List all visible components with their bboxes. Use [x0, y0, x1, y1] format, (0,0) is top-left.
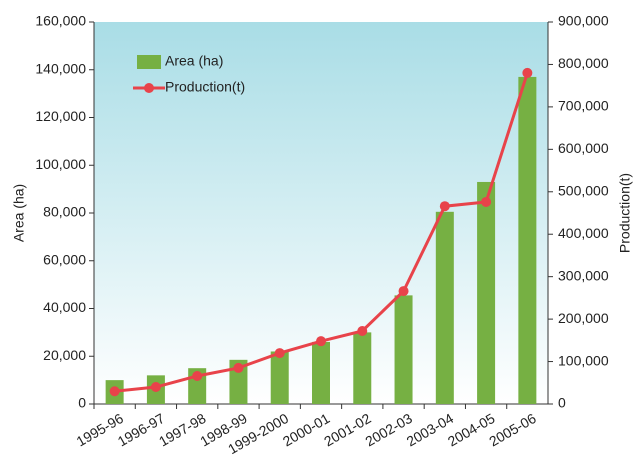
legend-label: Production(t) [165, 79, 245, 95]
y-tick-label: 160,000 [35, 13, 86, 29]
point [357, 325, 368, 336]
y-tick-label: 60,000 [43, 251, 86, 267]
y-tick-label: 80,000 [43, 204, 86, 220]
y2-axis-label: Production(t) [617, 173, 633, 253]
y2-tick-label: 700,000 [558, 98, 609, 114]
y2-tick-label: 800,000 [558, 55, 609, 71]
point [522, 67, 533, 78]
y-tick-label: 0 [78, 395, 86, 411]
point [398, 286, 409, 297]
bar [435, 211, 454, 404]
bar [353, 332, 372, 404]
y2-tick-label: 200,000 [558, 310, 609, 326]
y2-tick-label: 300,000 [558, 267, 609, 283]
legend-swatch [144, 83, 154, 93]
y-tick-label: 100,000 [35, 156, 86, 172]
y2-tick-label: 600,000 [558, 140, 609, 156]
y2-tick-label: 900,000 [558, 13, 609, 29]
y-axis-label: Area (ha) [11, 184, 27, 242]
y2-tick-label: 0 [558, 395, 566, 411]
y2-tick-label: 100,000 [558, 352, 609, 368]
legend-swatch [137, 55, 161, 69]
point [233, 362, 244, 373]
y2-tick-label: 500,000 [558, 182, 609, 198]
bar [394, 295, 413, 404]
legend-label: Area (ha) [165, 53, 223, 69]
point [274, 348, 285, 359]
point [316, 336, 326, 347]
point [192, 370, 203, 381]
y2-tick-label: 400,000 [558, 225, 609, 241]
point [481, 196, 492, 207]
y-tick-label: 140,000 [35, 60, 86, 76]
bar [477, 181, 496, 404]
bar [518, 76, 537, 404]
y-tick-label: 120,000 [35, 108, 86, 124]
point [150, 382, 161, 393]
x-tick-label: 2005-06 [486, 410, 539, 450]
point [439, 201, 450, 212]
bar [270, 351, 289, 404]
point [109, 386, 120, 397]
bar [312, 341, 330, 404]
y-tick-label: 20,000 [43, 347, 86, 363]
y-tick-label: 40,000 [43, 299, 86, 315]
bar [229, 359, 248, 404]
